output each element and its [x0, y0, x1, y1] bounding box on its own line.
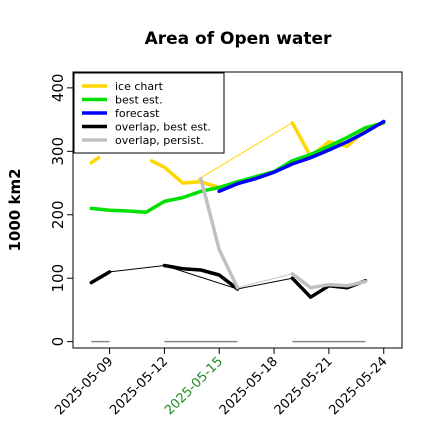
chart-title: Area of Open water	[145, 29, 332, 49]
y-axis-label: 1000 km2	[6, 168, 24, 251]
legend-label-best-est: best est.	[115, 94, 163, 107]
x-tick-label-2025-05-15: 2025-05-15	[162, 354, 226, 418]
x-tick-label-2025-05-18: 2025-05-18	[217, 354, 281, 418]
best-est-line	[89, 121, 386, 214]
ice-chart-line-0	[89, 155, 101, 165]
legend-label-overlap-best-est: overlap, best est.	[115, 121, 211, 134]
overlap-persist-connector	[237, 273, 293, 289]
x-tick-label-2025-05-21: 2025-05-21	[272, 354, 336, 418]
x-tick-label-2025-05-24: 2025-05-24	[327, 354, 391, 418]
x-tick-label-2025-05-09: 2025-05-09	[52, 354, 116, 418]
x-tick-label-2025-05-12: 2025-05-12	[107, 354, 171, 418]
y-tick-label-100: 100	[49, 264, 67, 293]
y-tick-label-400: 400	[49, 74, 67, 103]
legend-label-overlap-persist: overlap, persist.	[115, 134, 204, 147]
overlap-persist-line-1	[290, 272, 368, 290]
ice-chart-line-1	[149, 159, 240, 190]
overlap-best-est-line-0	[89, 270, 112, 285]
plot-frame	[72, 71, 403, 349]
legend-label-forecast: forecast	[115, 107, 160, 120]
y-tick-label-0: 0	[49, 337, 67, 347]
overlap-persist-line-0	[199, 176, 240, 290]
overlap-best-est-connector	[109, 264, 293, 290]
y-tick-label-200: 200	[49, 200, 67, 229]
plot-area	[89, 119, 386, 343]
y-tick-label-300: 300	[49, 137, 67, 166]
forecast-line	[217, 119, 386, 194]
legend-label-ice-chart: ice chart	[115, 80, 164, 93]
overlap-best-est-line-1	[162, 263, 240, 291]
